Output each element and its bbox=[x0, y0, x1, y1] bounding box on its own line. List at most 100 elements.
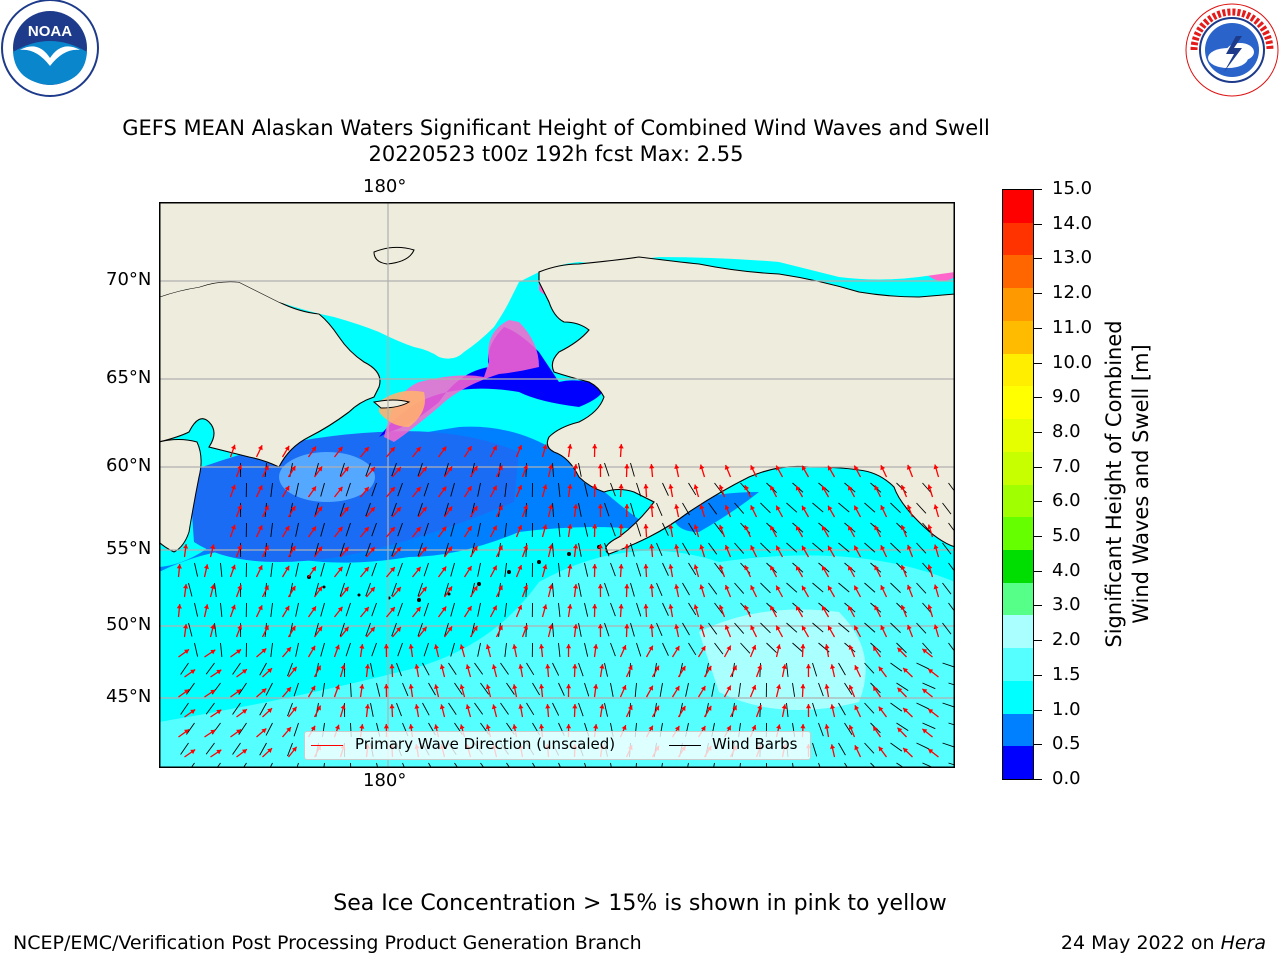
wave-direction-arrowhead bbox=[236, 649, 242, 655]
colorbar-tick-mark bbox=[1034, 605, 1042, 607]
wind-barb bbox=[688, 482, 697, 496]
wave-direction-arrowhead bbox=[176, 564, 182, 569]
wave-direction-arrowhead bbox=[880, 585, 886, 591]
wind-barb bbox=[417, 462, 423, 477]
wave-direction-arrowhead bbox=[827, 505, 833, 511]
wave-direction-arrowhead bbox=[343, 586, 349, 592]
wave-direction-arrowhead bbox=[286, 647, 291, 653]
footer-branch: NCEP/EMC/Verification Post Processing Pr… bbox=[13, 932, 642, 954]
wave-direction-arrowhead bbox=[433, 684, 439, 690]
wave-direction-arrowhead bbox=[593, 724, 599, 729]
wave-direction-arrowhead bbox=[310, 645, 316, 651]
wind-barb bbox=[916, 502, 927, 514]
wave-direction-arrowhead bbox=[618, 564, 624, 569]
wave-direction-arrowhead bbox=[649, 624, 655, 629]
wind-barb bbox=[270, 482, 273, 497]
wind-barb bbox=[448, 702, 457, 715]
wind-barb bbox=[370, 662, 374, 677]
wind-barb bbox=[450, 642, 455, 657]
wave-direction-arrowhead bbox=[927, 564, 933, 570]
wave-direction-arrowhead bbox=[284, 525, 290, 531]
wave-direction-arrowhead bbox=[621, 645, 627, 651]
wave-direction-arrowhead bbox=[237, 504, 243, 510]
wind-barb bbox=[714, 482, 724, 495]
wave-direction-arrowhead bbox=[257, 605, 263, 611]
wave-direction-arrowhead bbox=[310, 685, 316, 691]
wind-barb bbox=[713, 762, 715, 768]
wave-direction-arrowhead bbox=[599, 664, 605, 669]
wind-barb bbox=[190, 762, 195, 768]
wave-direction-arrowhead bbox=[485, 644, 491, 650]
wave-direction-arrowhead bbox=[668, 524, 674, 529]
wave-direction-arrowhead bbox=[284, 485, 290, 491]
wave-direction-arrowhead bbox=[439, 704, 445, 710]
wave-direction-arrowhead bbox=[649, 464, 655, 469]
wave-direction-arrowhead bbox=[542, 484, 548, 490]
wave-direction-arrowhead bbox=[291, 746, 297, 752]
wind-barb bbox=[682, 542, 690, 556]
wave-direction-arrowhead bbox=[383, 644, 389, 649]
wind-barb bbox=[477, 642, 481, 657]
wind-barb bbox=[180, 742, 189, 755]
wind-barb bbox=[760, 622, 771, 634]
wind-barb bbox=[818, 762, 821, 768]
wave-direction-arrowhead bbox=[903, 707, 909, 713]
colorbar-tick-mark bbox=[1034, 223, 1042, 225]
wind-barb bbox=[948, 522, 955, 533]
wind-barb bbox=[739, 762, 741, 768]
wind-barb bbox=[636, 562, 642, 577]
wave-direction-arrowhead bbox=[724, 504, 730, 510]
wave-direction-arrowhead bbox=[459, 684, 465, 690]
wave-direction-arrowhead bbox=[654, 705, 660, 711]
wave-direction-arrowhead bbox=[880, 505, 886, 511]
colorbar-segment bbox=[1003, 746, 1033, 780]
wave-direction-arrowhead bbox=[674, 725, 680, 731]
wave-direction-arrowhead bbox=[718, 604, 724, 610]
wave-direction-arrowhead bbox=[498, 505, 503, 511]
wind-barb bbox=[610, 642, 616, 657]
primary-wave-swatch bbox=[311, 745, 343, 746]
wave-direction-arrowhead bbox=[241, 709, 247, 714]
wave-direction-arrowhead bbox=[770, 565, 775, 571]
wind-barb bbox=[812, 502, 824, 513]
wind-barb bbox=[220, 602, 223, 617]
wave-zone-1-5 bbox=[159, 550, 955, 768]
wave-direction-arrowhead bbox=[415, 566, 421, 572]
wind-barb bbox=[532, 762, 536, 768]
wind-barb bbox=[205, 702, 215, 715]
wave-direction-arrowhead bbox=[572, 544, 579, 549]
wave-direction-arrowhead bbox=[337, 446, 343, 452]
colorbar-segment bbox=[1003, 451, 1033, 485]
wind-barb bbox=[812, 542, 824, 553]
colorbar-segment bbox=[1003, 320, 1033, 355]
wind-barb bbox=[552, 502, 555, 517]
wave-direction-arrowhead bbox=[750, 465, 755, 471]
wave-direction-arrowhead bbox=[408, 644, 414, 649]
wind-barb bbox=[714, 562, 724, 575]
wind-barb bbox=[864, 542, 876, 553]
wave-direction-arrowhead bbox=[878, 746, 884, 752]
wind-barb bbox=[238, 722, 247, 735]
wave-direction-arrowhead bbox=[801, 545, 807, 551]
wave-direction-arrowhead bbox=[903, 667, 909, 673]
wind-barb bbox=[708, 542, 718, 555]
wave-direction-arrowhead bbox=[390, 447, 395, 452]
wave-direction-arrowhead bbox=[624, 624, 630, 629]
wave-direction-arrowhead bbox=[257, 525, 263, 531]
wind-barb bbox=[661, 762, 663, 768]
chart-subtitle: 20220523 t00z 192h fcst Max: 2.55 bbox=[368, 142, 744, 166]
wave-direction-arrowhead bbox=[621, 725, 627, 731]
wind-barb bbox=[688, 642, 697, 656]
wave-direction-arrowhead bbox=[396, 547, 401, 552]
noaa-logo-text: NOAA bbox=[28, 23, 72, 40]
wind-barb bbox=[339, 622, 345, 637]
wave-direction-arrowhead bbox=[699, 584, 705, 590]
wave-direction-arrowhead bbox=[776, 644, 782, 650]
wave-direction-arrowhead bbox=[776, 545, 781, 551]
colorbar-label-line1: Significant Height of Combined bbox=[1102, 320, 1126, 648]
wave-direction-arrowhead bbox=[241, 669, 247, 674]
colorbar-tick-mark bbox=[1034, 431, 1042, 433]
wave-direction-arrowhead bbox=[311, 486, 316, 492]
colorbar-segment bbox=[1003, 222, 1033, 256]
colorbar-tick-mark bbox=[1034, 709, 1042, 711]
